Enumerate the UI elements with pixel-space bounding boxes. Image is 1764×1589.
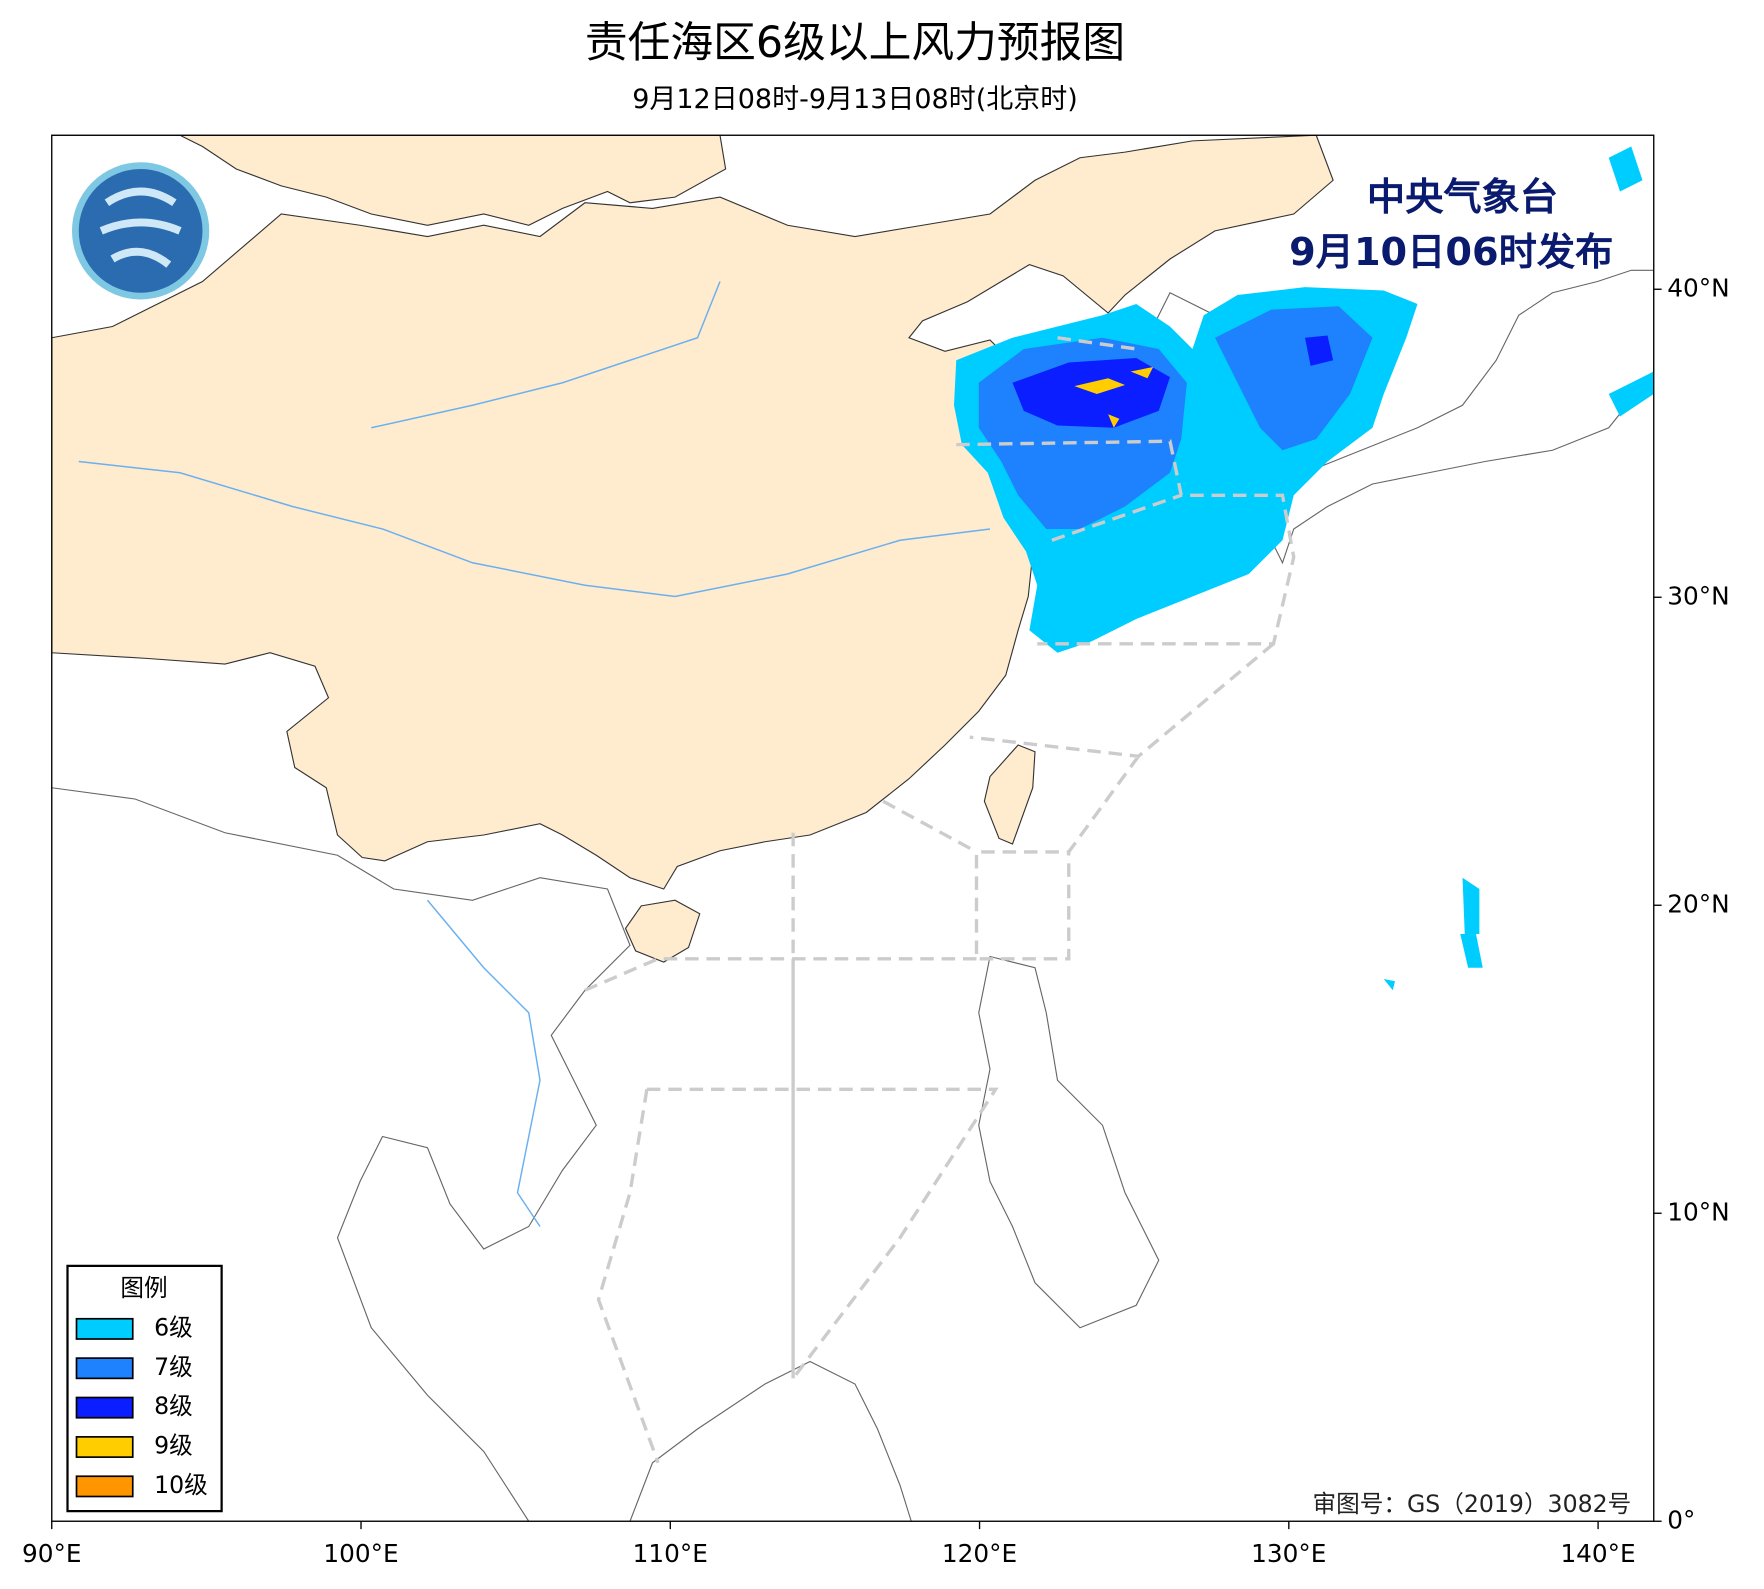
river (371, 281, 721, 429)
legend-swatch (75, 1317, 134, 1340)
x-tick-label: 140°E (1560, 1539, 1635, 1568)
legend-swatch (75, 1436, 134, 1458)
legend-box (66, 1264, 223, 1513)
legend-swatch (75, 1357, 134, 1380)
issuer-agency: 中央气象台 (1367, 175, 1558, 220)
y-tick-label: 10°N (1667, 1197, 1729, 1226)
x-tick-label: 130°E (1251, 1539, 1326, 1568)
legend-swatch (75, 1396, 134, 1419)
y-tick-label: 30°N (1667, 581, 1729, 610)
river (426, 899, 541, 1227)
logo-mark (99, 187, 182, 268)
map-frame (51, 134, 1655, 1522)
river (78, 460, 991, 598)
legend-title: 图例 (120, 1274, 167, 1302)
issue-time: 9月10日06时发布 (1289, 230, 1613, 275)
legend: 图例 6级 7级 8级 9级 10级 (66, 1264, 223, 1513)
wind-area-9 (1074, 367, 1154, 428)
map-title: 责任海区6级以上风力预报图 (585, 18, 1125, 68)
x-tick-label: 120°E (942, 1539, 1017, 1568)
x-tick-label: 100°E (323, 1539, 398, 1568)
y-tick-label: 0° (1667, 1505, 1695, 1534)
logo (72, 162, 210, 300)
borneo (629, 1360, 912, 1522)
x-tick-label: 90°E (22, 1539, 82, 1568)
legend-label: 6级 (154, 1313, 193, 1341)
sea-zone (584, 336, 1296, 1464)
x-tick-label: 110°E (633, 1539, 708, 1568)
legend-label: 9级 (154, 1432, 193, 1460)
legend-label: 8级 (154, 1392, 193, 1420)
legend-label: 7级 (154, 1353, 193, 1381)
y-tick-label: 40°N (1667, 273, 1729, 302)
approval-number: 审图号：GS（2019）3082号 (1313, 1490, 1632, 1518)
japan (1259, 269, 1654, 565)
china-land (51, 135, 727, 226)
legend-label: 10级 (154, 1471, 208, 1499)
taiwan (983, 744, 1036, 845)
y-tick-label: 20°N (1667, 889, 1729, 918)
legend-swatch (75, 1475, 134, 1498)
hainan (624, 899, 701, 963)
map-subtitle: 9月12日08时-9月13日08时(北京时) (632, 84, 1078, 115)
philippines (978, 955, 1160, 1329)
wind-area-8 (1012, 335, 1334, 428)
